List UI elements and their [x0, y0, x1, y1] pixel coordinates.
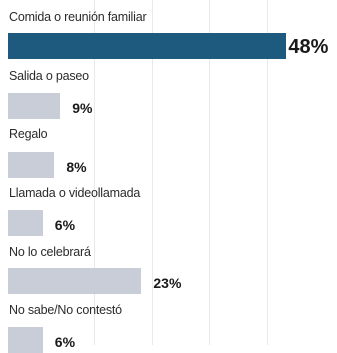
bar [8, 152, 55, 178]
gridline [152, 0, 153, 345]
category-label: Comida o reunión familiar [9, 10, 147, 24]
category-label: No sabe/No contestó [9, 303, 122, 317]
value-label: 48% [288, 36, 329, 58]
category-label: Salida o paseo [9, 69, 89, 83]
gridline [267, 0, 268, 345]
bar [8, 327, 43, 353]
value-label: 6% [54, 217, 76, 233]
value-label: 23% [153, 275, 182, 291]
bar [8, 268, 142, 294]
value-label: 8% [66, 159, 87, 175]
category-label: No lo celebrará [9, 245, 91, 259]
bar-chart: Comida o reunión familiar 48% Salida o pas… [8, 0, 329, 353]
gridline [209, 0, 210, 345]
bar [8, 210, 43, 236]
bar [8, 93, 61, 119]
category-label: Regalo [9, 127, 48, 141]
category-label: Llamada o videollamada [9, 186, 141, 200]
gridline [94, 0, 95, 345]
value-label: 6% [54, 334, 76, 350]
bar [8, 33, 287, 59]
value-label: 9% [72, 100, 93, 116]
